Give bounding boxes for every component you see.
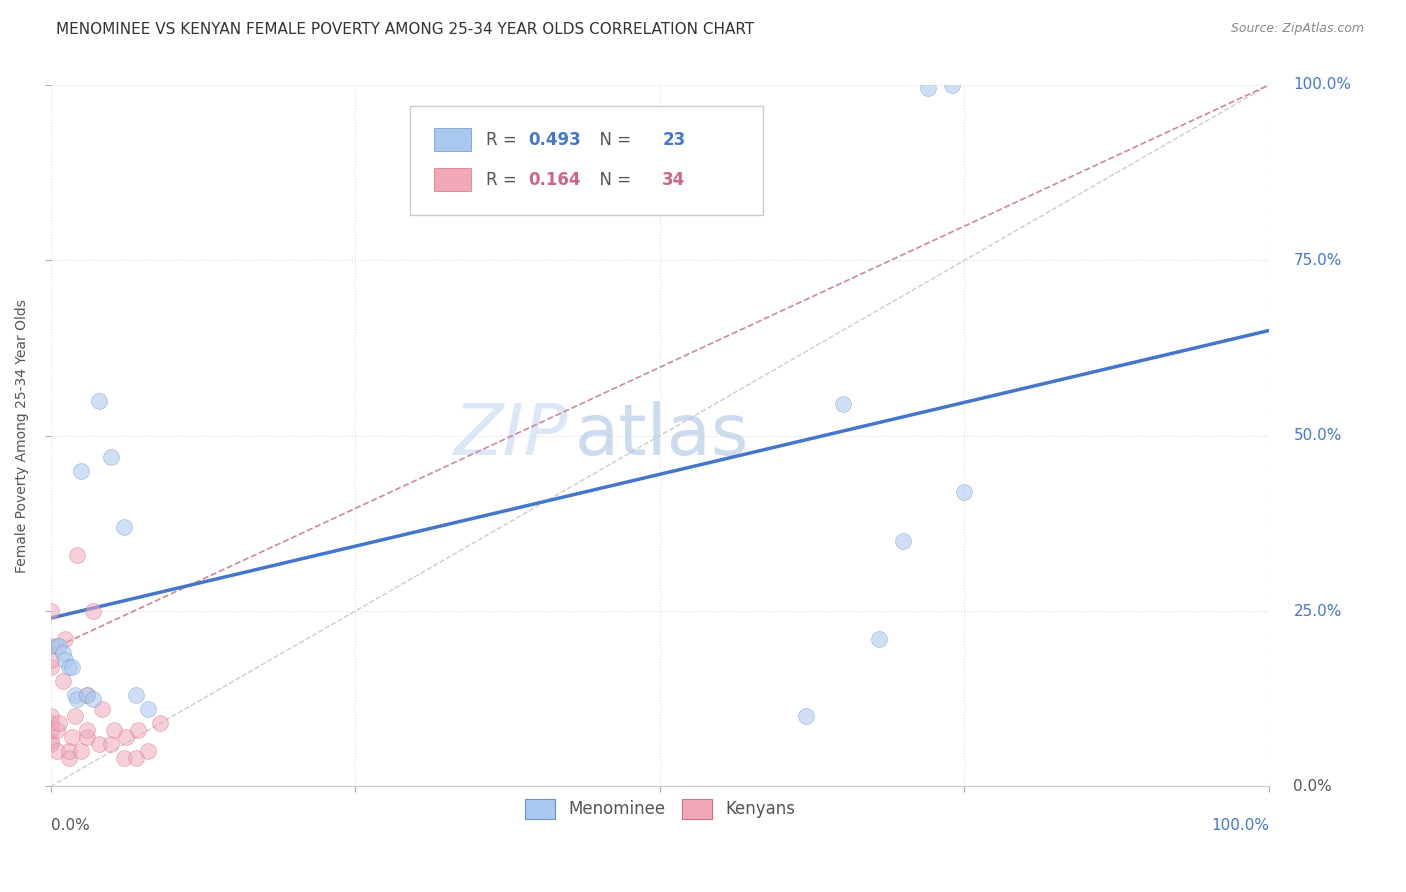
- Text: R =: R =: [485, 130, 522, 149]
- Point: [45, 723, 67, 738]
- Text: 34: 34: [662, 170, 686, 188]
- Point: [53, 653, 76, 667]
- Point: [39, 734, 62, 748]
- Text: ZIP: ZIP: [454, 401, 568, 470]
- Point: [112, 751, 135, 765]
- Point: [45, 744, 67, 758]
- Point: [53, 632, 76, 647]
- Point: [127, 723, 149, 738]
- Point: [39, 716, 62, 731]
- Point: [62, 660, 84, 674]
- Text: 100.0%: 100.0%: [1294, 78, 1351, 93]
- Point: [63, 709, 86, 723]
- Point: [893, 533, 915, 548]
- Point: [149, 716, 172, 731]
- Point: [58, 751, 80, 765]
- Point: [52, 674, 75, 689]
- Legend: Menominee, Kenyans: Menominee, Kenyans: [516, 790, 803, 827]
- Point: [39, 653, 62, 667]
- Point: [125, 688, 148, 702]
- Point: [82, 604, 104, 618]
- Point: [70, 464, 93, 478]
- Point: [917, 81, 939, 95]
- Point: [89, 393, 111, 408]
- Point: [112, 520, 135, 534]
- Point: [831, 397, 853, 411]
- Point: [103, 723, 125, 738]
- Point: [63, 688, 86, 702]
- Text: 23: 23: [662, 130, 686, 149]
- Point: [76, 723, 98, 738]
- Point: [90, 702, 112, 716]
- Point: [66, 548, 89, 562]
- Text: 0.493: 0.493: [529, 130, 581, 149]
- Text: N =: N =: [589, 170, 637, 188]
- Text: Source: ZipAtlas.com: Source: ZipAtlas.com: [1230, 22, 1364, 36]
- Point: [48, 716, 70, 731]
- Point: [941, 78, 963, 92]
- Point: [39, 709, 62, 723]
- Point: [76, 688, 98, 702]
- Point: [125, 751, 148, 765]
- Point: [48, 639, 70, 653]
- Bar: [434, 169, 471, 191]
- FancyBboxPatch shape: [411, 106, 763, 215]
- Point: [45, 639, 67, 653]
- Point: [39, 738, 62, 752]
- Point: [100, 450, 122, 464]
- Point: [136, 744, 159, 758]
- Text: N =: N =: [589, 130, 637, 149]
- Point: [39, 604, 62, 618]
- Text: 50.0%: 50.0%: [1294, 428, 1341, 443]
- Text: 0.0%: 0.0%: [1294, 779, 1331, 794]
- Text: 100.0%: 100.0%: [1211, 818, 1270, 833]
- Bar: [434, 128, 471, 151]
- Point: [136, 702, 159, 716]
- Point: [115, 731, 138, 745]
- Y-axis label: Female Poverty Among 25-34 Year Olds: Female Poverty Among 25-34 Year Olds: [15, 299, 30, 573]
- Point: [39, 639, 62, 653]
- Point: [794, 709, 817, 723]
- Point: [100, 738, 122, 752]
- Point: [39, 723, 62, 738]
- Text: 25.0%: 25.0%: [1294, 604, 1341, 619]
- Point: [76, 731, 98, 745]
- Point: [70, 744, 93, 758]
- Text: atlas: atlas: [575, 401, 749, 470]
- Point: [39, 660, 62, 674]
- Point: [52, 646, 75, 660]
- Point: [953, 484, 976, 499]
- Point: [89, 738, 111, 752]
- Text: R =: R =: [485, 170, 522, 188]
- Point: [76, 688, 98, 702]
- Point: [66, 691, 89, 706]
- Point: [58, 660, 80, 674]
- Point: [58, 744, 80, 758]
- Point: [82, 691, 104, 706]
- Text: 75.0%: 75.0%: [1294, 252, 1341, 268]
- Point: [62, 731, 84, 745]
- Text: 0.164: 0.164: [529, 170, 581, 188]
- Text: MENOMINEE VS KENYAN FEMALE POVERTY AMONG 25-34 YEAR OLDS CORRELATION CHART: MENOMINEE VS KENYAN FEMALE POVERTY AMONG…: [56, 22, 755, 37]
- Text: 0.0%: 0.0%: [51, 818, 89, 833]
- Point: [868, 632, 890, 647]
